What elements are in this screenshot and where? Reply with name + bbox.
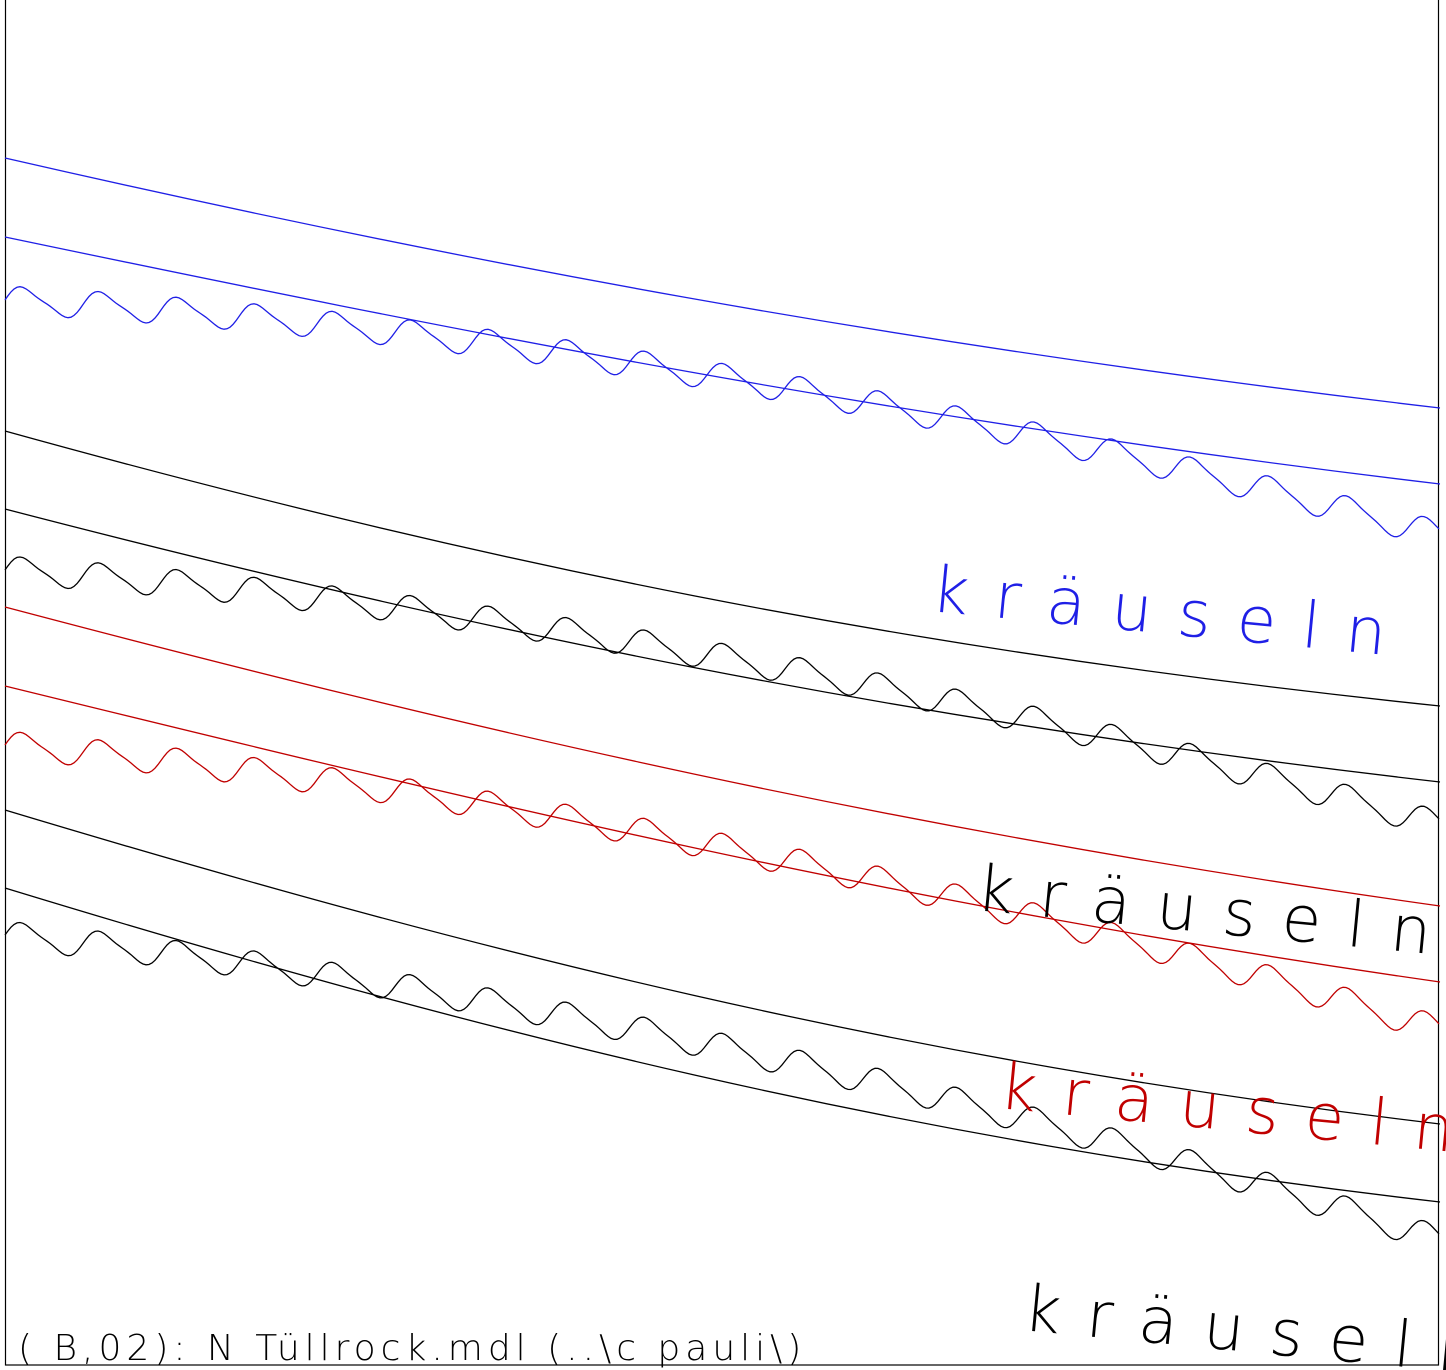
black-seam-line-lower-1	[4, 508, 1441, 783]
drawing-frame	[4, 0, 1440, 1366]
red-seam-line-upper	[4, 606, 1441, 907]
blue-seam-line-lower	[4, 236, 1441, 485]
gather-label-red: kräuseln	[996, 1050, 1446, 1170]
status-file-info: ( B,02): N Tüllrock.mdl (..\c pauli\)	[18, 1328, 806, 1369]
black-seam-line-upper-1	[4, 430, 1441, 707]
black-gather-wave-1	[4, 556, 1440, 827]
gather-label-blue: kräuseln d	[928, 553, 1446, 684]
blue-seam-line-upper	[4, 157, 1441, 409]
blue-gather-wave	[4, 286, 1440, 538]
red-seam-line-lower	[4, 685, 1441, 983]
black-gather-wave-2	[4, 921, 1440, 1241]
black-seam-line-lower-2	[4, 887, 1441, 1203]
red-gather-wave	[4, 731, 1440, 1031]
gather-label-black-1: kräuseln	[973, 852, 1446, 972]
gather-label-black-2: kräuseln	[1020, 1272, 1446, 1370]
black-seam-line-upper-2	[4, 809, 1441, 1125]
